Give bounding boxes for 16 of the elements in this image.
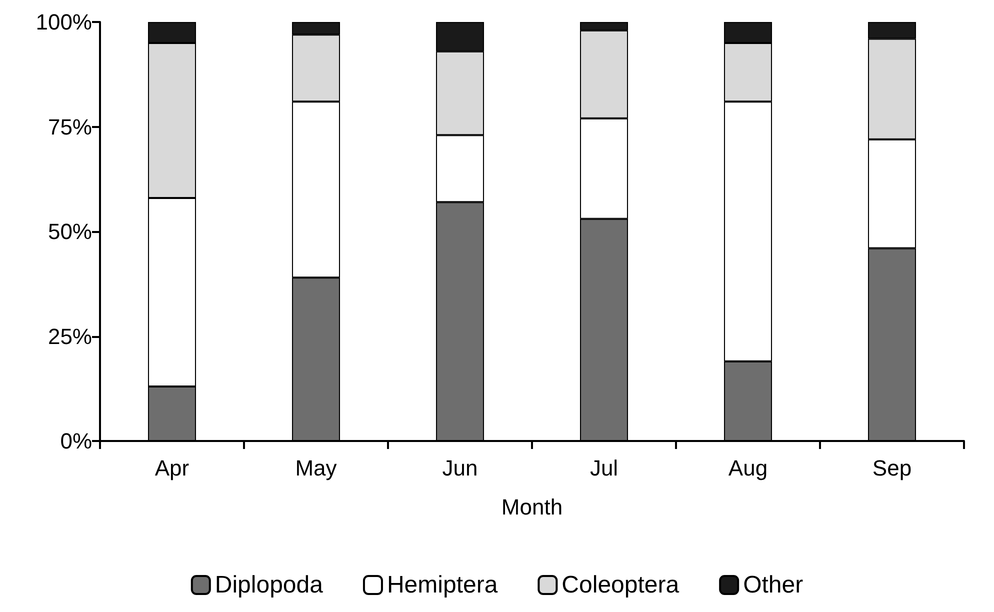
x-tick-label: Sep [872,456,912,480]
y-tick-label: 100% [36,10,92,34]
legend-label: Hemiptera [386,572,498,598]
legend-label: Coleoptera [562,572,680,598]
y-tick-label: 0% [60,428,92,454]
x-tick-label: Apr [154,456,190,480]
x-tick-label: Jul [590,456,618,480]
x-tick-label: Aug [728,456,768,480]
x-tick-label: May [295,456,337,480]
y-tick-label: 75% [48,114,92,140]
legend-label: Diplopoda [214,572,324,598]
x-tick-label: Jun [442,456,478,480]
legend-label: Other [743,572,804,598]
x-axis-title: Month [501,494,563,520]
y-tick-label: 50% [48,219,92,244]
y-tick-label: 25% [48,324,92,349]
